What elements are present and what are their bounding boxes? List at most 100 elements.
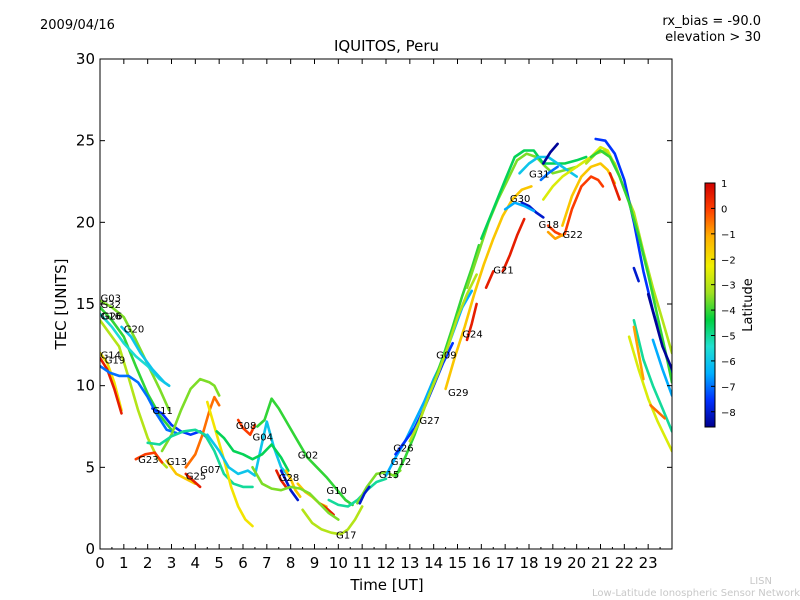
sat-label: G26 [102,311,122,322]
series-line-20 [275,469,288,489]
colorbar-tick-label: −5 [721,332,736,343]
sat-label: G30 [510,194,530,205]
y-axis-label: TEC [UNITS] [52,259,70,351]
sat-label: G24 [462,329,482,340]
date-label: 2009/04/16 [40,18,115,33]
sat-label: G16 [101,311,121,322]
series-line-54 [627,335,672,453]
y-tick-label: 5 [85,458,95,476]
x-tick-label: 6 [238,554,248,572]
footer-network-name: Low-Latitude Ionospheric Sensor Network [592,588,800,599]
x-tick-label: 7 [262,554,272,572]
x-tick-label: 19 [543,554,562,572]
series-line-11 [184,472,202,489]
elevation-annotation: elevation > 30 [665,30,761,45]
sat-label: G20 [124,325,144,336]
series-line-2 [100,312,171,387]
series-line-58 [646,292,672,371]
sat-label: G04 [253,432,273,443]
x-ticks: 0 1 2 3 4 5 6 7 8 9 10 11 12 13 14 15 16 17 18 19 20 21 22 23 [95,59,661,572]
series-line-33 [408,273,478,443]
colorbar-tick-label: −3 [721,281,736,292]
x-tick-label: 16 [472,554,491,572]
colorbar-label: Latitude [741,278,756,332]
x-tick-label: 15 [448,554,467,572]
colorbar-tick-label: −2 [721,255,736,266]
series-line-36 [484,270,495,289]
x-tick-label: 11 [353,554,372,572]
colorbar-tick-label: −1 [721,230,736,241]
series-line-19 [256,397,354,507]
sat-label: G07 [200,465,220,476]
series-line-9 [134,451,164,464]
colorbar-ticks: 1 0 −1 −2 −3 −4 −5 −6 −7 −8 [711,179,736,419]
sat-label: G29 [448,388,468,399]
y-ticks: 0 5 10 15 20 25 30 [76,50,672,558]
series-line-41 [503,201,536,213]
series-line-44 [542,142,559,165]
series-line-18 [215,430,290,472]
series-line-52 [589,149,672,384]
sat-label: G03 [101,294,121,305]
sat-label: G02 [298,450,318,461]
x-tick-label: 18 [519,554,538,572]
x-tick-label: 12 [376,554,395,572]
x-tick-label: 5 [214,554,224,572]
x-tick-label: 2 [143,554,153,572]
sat-label: G21 [493,266,513,277]
series-line-45 [546,224,564,237]
sat-label: G25 [186,472,206,483]
series-line-17 [206,420,290,477]
colorbar-tick-label: −7 [721,382,736,393]
series-line-27 [327,477,388,508]
series-line-14 [146,428,254,489]
series-line-34 [444,185,533,391]
sat-label: G19 [105,356,125,367]
sat-label: G27 [419,416,439,427]
sat-label: G28 [279,473,299,484]
series-line-57 [632,266,640,283]
colorbar-tick-label: −4 [721,306,736,317]
sat-label: G13 [167,457,187,468]
x-tick-label: 3 [167,554,177,572]
sat-label: G31 [529,169,549,180]
y-tick-label: 20 [76,213,95,231]
series-line-53 [608,172,621,201]
x-tick-label: 23 [639,554,658,572]
y-tick-label: 10 [76,377,95,395]
x-axis-label: Time [UT] [349,576,423,594]
sat-label: G32 [101,300,121,311]
series-line-6 [100,356,123,415]
sat-label: G08 [236,421,256,432]
x-tick-label: 1 [119,554,129,572]
series-line-47 [563,175,605,236]
sat-label: G15 [379,470,399,481]
series-line-10 [165,459,197,485]
series-line-59 [651,338,672,397]
sat-label: G22 [562,230,582,241]
sat-label: G17 [336,530,356,541]
series-line-43 [539,165,559,182]
series-line-26 [301,505,364,536]
series-line-60 [649,404,667,420]
x-tick-label: 13 [400,554,419,572]
series-line-46 [546,230,567,240]
y-tick-label: 15 [76,295,95,313]
series-line-1 [100,306,173,432]
series-line-56 [632,325,645,381]
series-line-25 [251,466,340,521]
series-layer [100,137,672,536]
rx-bias-annotation: rx_bias = -90.0 [662,14,761,29]
sat-label: G10 [326,486,346,497]
x-tick-label: 17 [496,554,515,572]
x-tick-label: 20 [567,554,586,572]
series-line-22 [279,469,300,502]
series-line-15 [206,400,254,528]
series-line-21 [284,469,302,498]
sat-label: G23 [138,455,158,466]
sat-label: G11 [152,406,172,417]
series-line-55 [632,319,672,433]
x-tick-label: 9 [310,554,320,572]
